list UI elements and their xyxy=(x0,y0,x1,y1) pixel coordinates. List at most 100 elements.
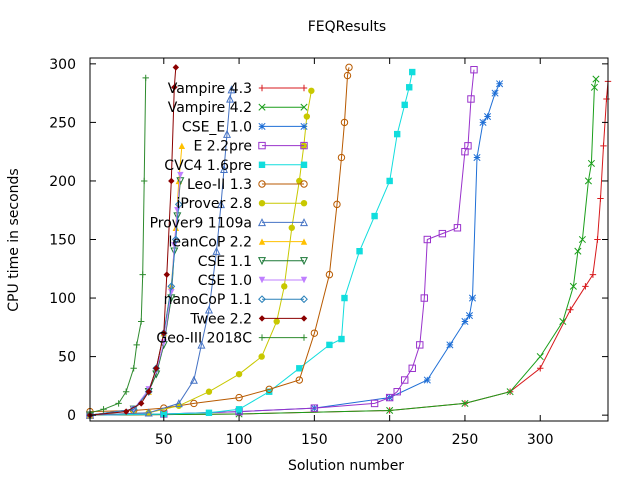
data-point xyxy=(461,399,469,407)
data-point xyxy=(212,246,221,255)
x-axis-label: Solution number xyxy=(288,458,404,474)
data-point xyxy=(281,283,288,290)
data-point xyxy=(356,248,363,255)
legend-marker xyxy=(258,315,266,322)
data-point xyxy=(582,283,589,290)
legend-item: Prover9 1109a xyxy=(150,215,309,231)
data-point xyxy=(594,236,601,243)
legend-marker xyxy=(258,141,266,150)
data-point xyxy=(461,317,469,326)
data-point xyxy=(171,84,178,91)
legend-label: CSE 1.1 xyxy=(198,254,252,270)
x-axis: 50 100 150 200 250 300 xyxy=(155,58,554,448)
legend-label: E 2.2pre xyxy=(193,139,252,155)
legend-marker xyxy=(300,276,308,284)
data-point xyxy=(137,400,145,407)
data-point xyxy=(569,282,577,290)
legend-item: CSE_E 1.0 xyxy=(182,119,308,135)
legend-label: Prover9 1109a xyxy=(150,215,252,231)
data-point xyxy=(171,242,178,249)
data-point xyxy=(226,94,235,103)
data-point xyxy=(406,84,413,91)
series-line xyxy=(89,79,597,416)
data-point xyxy=(163,271,170,278)
data-point xyxy=(333,200,341,209)
legend-marker xyxy=(258,295,266,304)
data-point xyxy=(167,282,176,291)
data-point xyxy=(603,95,610,103)
data-point xyxy=(464,142,472,150)
data-point xyxy=(172,64,180,71)
data-point xyxy=(592,75,600,83)
data-point xyxy=(145,388,152,395)
legend-label: Leo-II 1.3 xyxy=(187,177,252,193)
plot-area: 50 100 150 200 250 300 0 50 100 150 200 250 300 Vam… xyxy=(49,57,612,448)
legend-item: CVC4 1.6pre xyxy=(164,158,308,174)
y-tick-label: 300 xyxy=(49,57,76,73)
data-point xyxy=(467,95,475,103)
data-point xyxy=(401,376,409,384)
legend-label: CSE 1.0 xyxy=(198,273,252,289)
data-point xyxy=(393,130,401,138)
x-tick-label: 200 xyxy=(376,432,403,448)
legend-item: Geo-III 2018C xyxy=(156,331,308,347)
data-point xyxy=(216,200,226,209)
x-tick-label: 150 xyxy=(301,432,328,448)
data-point xyxy=(409,68,416,76)
legend-item: iProver 2.8 xyxy=(177,196,308,212)
data-point xyxy=(326,341,333,349)
data-point xyxy=(496,80,504,88)
legend-marker xyxy=(257,257,267,266)
data-point xyxy=(160,410,167,418)
legend-marker xyxy=(300,238,308,245)
data-point xyxy=(310,404,319,412)
data-point xyxy=(197,340,206,349)
data-point xyxy=(288,224,295,231)
data-point xyxy=(345,63,353,72)
data-point xyxy=(338,335,345,343)
legend-marker xyxy=(300,141,308,150)
y-tick-label: 250 xyxy=(49,115,76,131)
data-point xyxy=(470,66,478,74)
data-point xyxy=(453,224,462,232)
legend-marker xyxy=(300,84,308,92)
data-point xyxy=(574,247,582,255)
legend-marker xyxy=(300,122,308,130)
data-point xyxy=(137,318,145,325)
data-point xyxy=(142,74,149,82)
legend-marker xyxy=(299,257,309,266)
data-point xyxy=(115,400,122,407)
y-tick-label: 0 xyxy=(67,408,76,424)
series-8 xyxy=(86,142,186,419)
legend-item: Leo-II 1.3 xyxy=(187,177,308,193)
series-line xyxy=(89,89,232,416)
data-point xyxy=(296,365,303,372)
data-point xyxy=(340,118,349,127)
series-13 xyxy=(86,74,149,417)
data-point xyxy=(153,365,160,372)
data-point xyxy=(491,89,499,97)
data-point xyxy=(370,399,379,408)
x-tick-label: 50 xyxy=(155,432,173,448)
data-point xyxy=(423,376,431,384)
x-tick-label: 250 xyxy=(452,432,479,448)
series-2 xyxy=(86,80,504,419)
data-point xyxy=(343,71,352,80)
series-line xyxy=(89,72,413,416)
x-tick-label: 100 xyxy=(226,432,253,448)
data-point xyxy=(438,229,447,238)
y-tick-label: 50 xyxy=(58,350,76,366)
legend-item: CSE 1.0 xyxy=(198,273,308,289)
series-line xyxy=(89,67,350,413)
data-point xyxy=(171,235,180,244)
data-point xyxy=(273,318,280,325)
data-point xyxy=(416,341,424,349)
data-point xyxy=(587,159,595,167)
x-tick-label: 300 xyxy=(527,432,554,448)
legend-marker xyxy=(258,238,266,245)
data-point xyxy=(483,112,492,121)
data-point xyxy=(559,317,567,326)
legend-label: Twee 2.2 xyxy=(189,311,252,327)
data-point xyxy=(408,364,416,373)
